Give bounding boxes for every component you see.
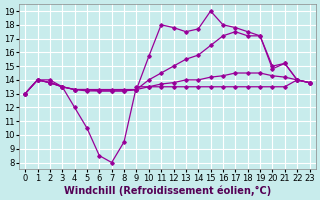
X-axis label: Windchill (Refroidissement éolien,°C): Windchill (Refroidissement éolien,°C) [64, 185, 271, 196]
